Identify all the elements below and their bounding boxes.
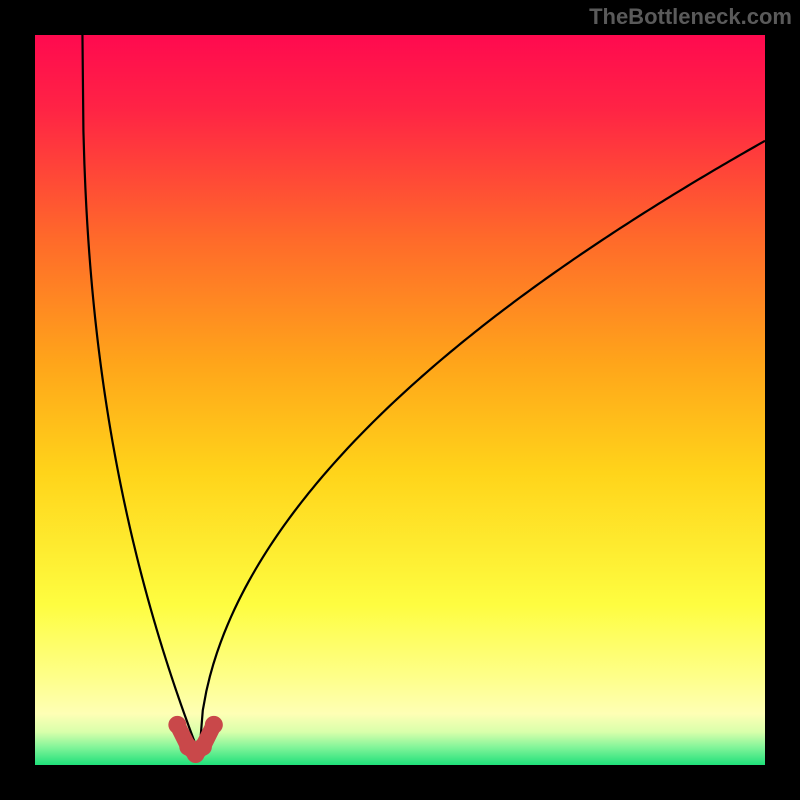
watermark-text: TheBottleneck.com [589, 4, 792, 30]
chart-svg [0, 0, 800, 800]
plot-area [35, 35, 765, 765]
marker-dot [194, 738, 212, 756]
marker-dot [168, 716, 186, 734]
marker-dot [205, 716, 223, 734]
chart-container: TheBottleneck.com [0, 0, 800, 800]
